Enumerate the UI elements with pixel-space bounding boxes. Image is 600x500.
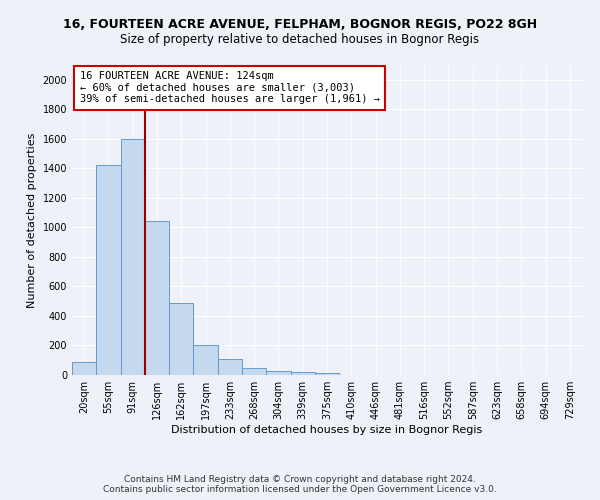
Text: Size of property relative to detached houses in Bognor Regis: Size of property relative to detached ho…	[121, 32, 479, 46]
X-axis label: Distribution of detached houses by size in Bognor Regis: Distribution of detached houses by size …	[172, 425, 482, 435]
Text: 16 FOURTEEN ACRE AVENUE: 124sqm
← 60% of detached houses are smaller (3,003)
39%: 16 FOURTEEN ACRE AVENUE: 124sqm ← 60% of…	[80, 71, 380, 104]
Bar	[169, 302, 193, 375]
Bar	[315, 373, 339, 375]
Bar	[218, 359, 242, 375]
Bar	[193, 344, 218, 375]
Text: Contains HM Land Registry data © Crown copyright and database right 2024.
Contai: Contains HM Land Registry data © Crown c…	[103, 474, 497, 494]
Bar	[266, 371, 290, 375]
Text: 16, FOURTEEN ACRE AVENUE, FELPHAM, BOGNOR REGIS, PO22 8GH: 16, FOURTEEN ACRE AVENUE, FELPHAM, BOGNO…	[63, 18, 537, 30]
Bar	[145, 220, 169, 375]
Bar	[290, 372, 315, 375]
Y-axis label: Number of detached properties: Number of detached properties	[27, 132, 37, 308]
Bar	[96, 166, 121, 375]
Bar	[121, 139, 145, 375]
Bar	[242, 368, 266, 375]
Bar	[72, 362, 96, 375]
